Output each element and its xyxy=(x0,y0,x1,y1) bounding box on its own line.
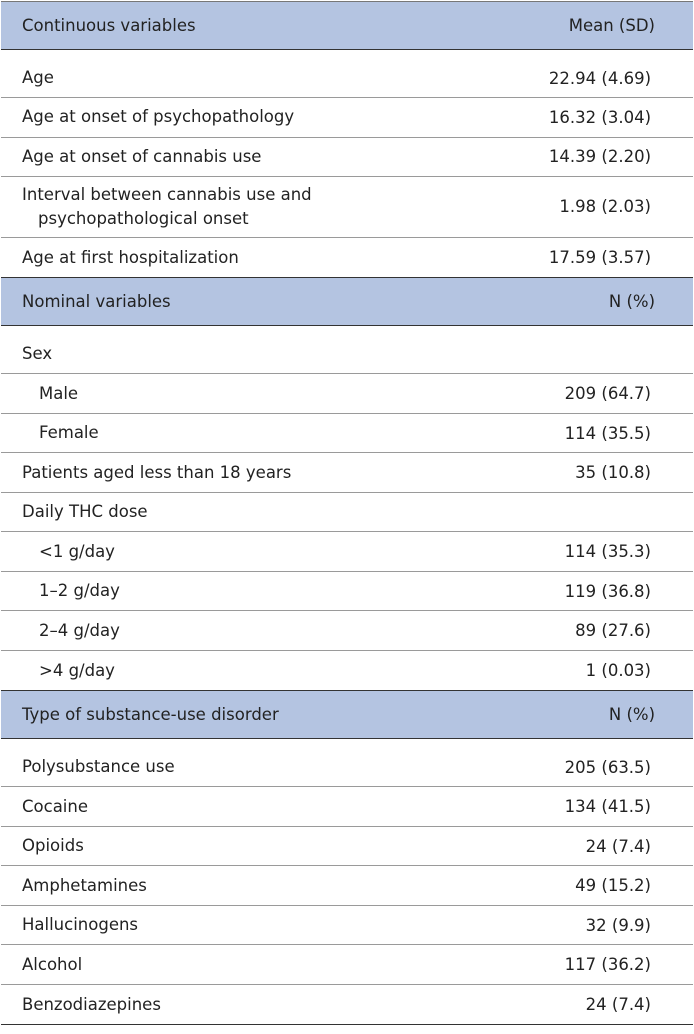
row-label: Age at onset of psychopathology xyxy=(22,107,295,127)
row-value: 35 (10.8) xyxy=(575,463,651,483)
row-label: Female xyxy=(39,423,99,443)
row-value: 205 (63.5) xyxy=(564,757,651,777)
row-label: Hallucinogens xyxy=(22,915,139,935)
table-row: Age 22.94 (4.69) xyxy=(1,50,693,98)
section-header: Continuous variables Mean (SD) xyxy=(1,1,693,50)
row-label: Age at onset of cannabis use xyxy=(22,146,262,166)
table-row: Cocaine 134 (41.5) xyxy=(1,787,693,827)
row-label: Cocaine xyxy=(22,796,88,816)
header-label: Type of substance-use disorder xyxy=(22,705,279,725)
row-label: Benzodiazepines xyxy=(22,994,161,1014)
row-label: Alcohol xyxy=(22,954,83,974)
table-row: Age at first hospitalization 17.59 (3.57) xyxy=(1,238,693,278)
row-value: 16.32 (3.04) xyxy=(548,107,651,127)
table-row: Interval between cannabis use and psycho… xyxy=(1,177,693,238)
row-label: Age at first hospitalization xyxy=(22,247,239,267)
row-value: 114 (35.5) xyxy=(564,423,651,443)
table-row: Female 114 (35.5) xyxy=(1,414,693,454)
row-value: 117 (36.2) xyxy=(564,955,651,975)
table-row: 1–2 g/day 119 (36.8) xyxy=(1,572,693,612)
row-value: 22.94 (4.69) xyxy=(548,68,651,88)
table-row: Male 209 (64.7) xyxy=(1,374,693,414)
row-value: 14.39 (2.20) xyxy=(548,147,651,167)
row-label: 1–2 g/day xyxy=(39,581,120,601)
row-label: 2–4 g/day xyxy=(39,620,120,640)
row-value: 17.59 (3.57) xyxy=(548,248,651,268)
row-label: Interval between cannabis use and psycho… xyxy=(22,185,312,228)
row-value: 24 (7.4) xyxy=(585,836,651,856)
row-label: Sex xyxy=(22,344,53,364)
row-value: 114 (35.3) xyxy=(564,542,651,562)
header-stat: N (%) xyxy=(608,705,655,725)
row-label: Opioids xyxy=(22,836,84,856)
row-value: 119 (36.8) xyxy=(564,581,651,601)
table-row: Patients aged less than 18 years 35 (10.8… xyxy=(1,453,693,493)
row-label: >4 g/day xyxy=(39,660,115,680)
row-label: Age xyxy=(22,68,54,88)
table-row: 2–4 g/day 89 (27.6) xyxy=(1,611,693,651)
row-label: Male xyxy=(39,383,79,403)
header-stat: N (%) xyxy=(608,292,655,312)
header-label: Continuous variables xyxy=(22,16,196,35)
header-label: Nominal variables xyxy=(22,292,171,312)
table-row: Polysubstance use 205 (63.5) xyxy=(1,739,693,788)
table-row: <1 g/day 114 (35.3) xyxy=(1,532,693,572)
row-value: 89 (27.6) xyxy=(575,621,651,641)
row-label: Daily THC dose xyxy=(22,502,148,522)
section-header: Nominal variables N (%) xyxy=(1,277,693,327)
row-label: Patients aged less than 18 years xyxy=(22,462,292,482)
row-value: 32 (9.9) xyxy=(585,915,651,935)
table-row: Benzodiazepines 24 (7.4) xyxy=(1,985,693,1025)
header-stat: Mean (SD) xyxy=(568,16,655,35)
row-label: Amphetamines xyxy=(22,875,147,895)
table-row: Age at onset of cannabis use 14.39 (2.20) xyxy=(1,138,693,177)
section-header: Type of substance-use disorder N (%) xyxy=(1,690,693,740)
row-value: 209 (64.7) xyxy=(564,384,651,404)
table-row: Opioids 24 (7.4) xyxy=(1,827,693,867)
table-row: >4 g/day 1 (0.03) xyxy=(1,651,693,691)
table-row: Sex xyxy=(1,326,693,375)
row-label: Polysubstance use xyxy=(22,757,175,777)
table-row: Amphetamines 49 (15.2) xyxy=(1,866,693,906)
row-value: 24 (7.4) xyxy=(585,995,651,1015)
table-row: Daily THC dose xyxy=(1,493,693,533)
row-value: 49 (15.2) xyxy=(575,876,651,896)
table-row: Hallucinogens 32 (9.9) xyxy=(1,906,693,946)
table-row: Alcohol 117 (36.2) xyxy=(1,945,693,985)
row-value: 1 (0.03) xyxy=(585,661,651,681)
table-row: Age at onset of psychopathology 16.32 (3.… xyxy=(1,98,693,138)
row-value: 1.98 (2.03) xyxy=(559,197,651,217)
row-value: 134 (41.5) xyxy=(564,797,651,817)
row-label: <1 g/day xyxy=(39,541,115,561)
